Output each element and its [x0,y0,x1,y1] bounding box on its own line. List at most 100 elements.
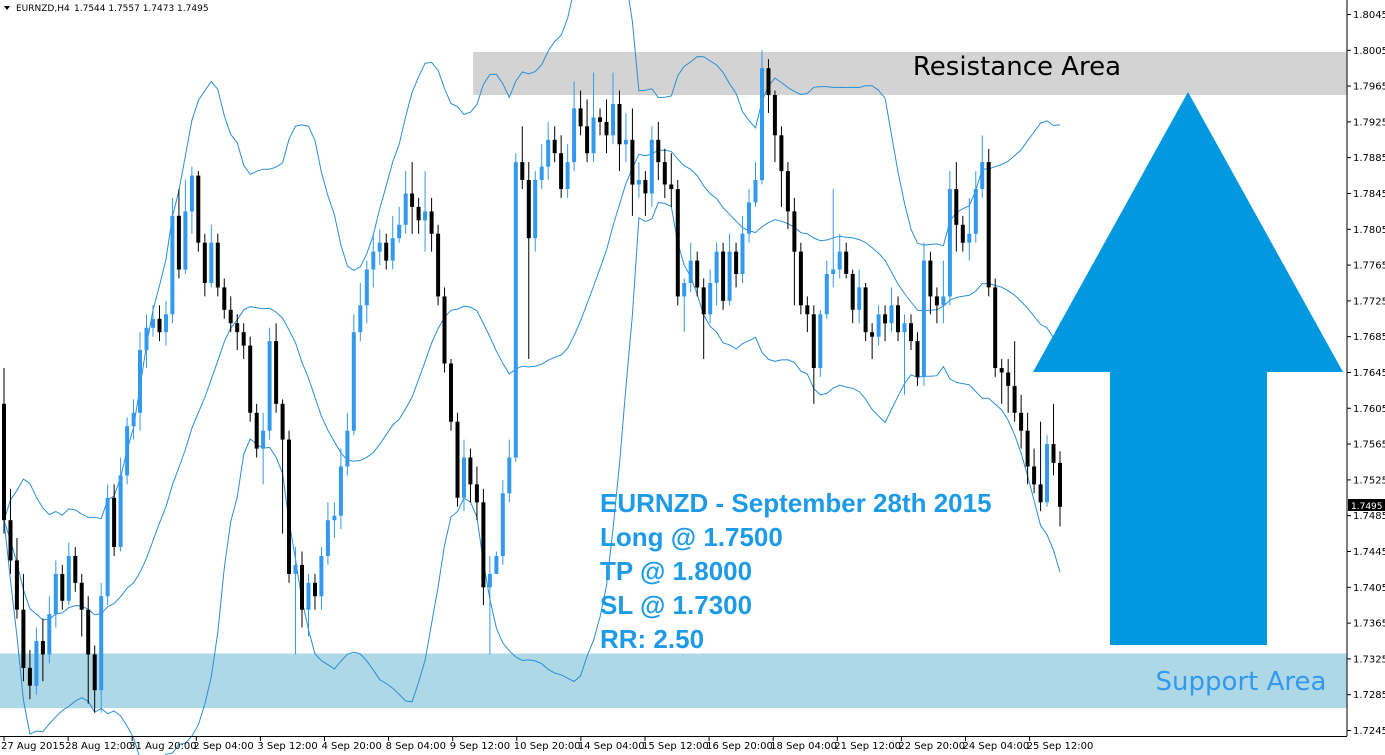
candle [572,81,577,172]
candle-body [202,242,207,283]
candle [487,555,492,655]
candle [980,135,985,198]
candle [254,403,259,458]
time-tick-label: 31 Aug 20:00 [129,741,196,752]
candle [546,121,551,181]
candle-body [47,614,52,655]
candle-body [358,305,363,333]
candle-body [306,582,311,610]
candle [857,269,862,324]
candle [79,573,84,637]
candle-body [209,242,214,283]
time-tick-label: 28 Aug 12:00 [65,741,132,752]
candle-body [611,104,615,136]
candle-body [1019,412,1024,431]
candle [125,417,130,485]
candle [708,269,713,324]
candle [1032,448,1037,494]
candle-body [300,564,304,610]
candle-body [332,515,337,521]
candle [267,327,272,440]
candle [870,323,875,360]
candle-body [552,139,557,154]
candle-body [487,573,492,588]
candle [1025,412,1030,485]
trade-annotation: EURNZD - September 28th 2015 Long @ 1.75… [600,488,992,654]
candle [423,171,428,252]
candle [429,197,434,252]
candle [442,287,447,373]
candle [772,90,777,163]
candle [785,162,790,230]
candle-body [455,421,460,498]
candle [863,282,868,342]
candle-body [338,466,343,516]
candle-body [222,287,227,310]
price-tick-label: 1.7405 [1353,583,1385,594]
candle-body [811,314,816,368]
candle [325,502,330,565]
candle [811,305,816,404]
candle-body [980,162,985,189]
candle [760,50,764,185]
candle-body [442,296,447,364]
candle-body [896,305,900,333]
candle-body [449,363,453,422]
candle [274,323,279,413]
candle [118,457,123,552]
candle-body [747,202,751,234]
dropdown-triangle-icon[interactable] [4,6,10,10]
candle [649,126,654,207]
candle-body [1025,430,1030,467]
candle-body [598,117,602,122]
candle [598,108,602,136]
candle-body [364,269,369,306]
trade-title: EURNZD - September 28th 2015 [600,488,992,518]
candle-body [604,121,609,136]
candle [734,242,739,288]
candle [500,479,505,565]
time-tick-label: 27 Aug 2015 [1,741,65,752]
candle-body [215,242,220,288]
candle-body [785,171,790,212]
candle [397,206,402,243]
candle [727,233,732,306]
candle-body [462,457,466,498]
candle [818,309,823,377]
candle [40,618,45,682]
candle-body [79,582,84,610]
candle-body [86,609,91,655]
candle-body [818,314,823,368]
time-tick-label: 15 Sep 12:00 [642,741,709,752]
time-tick-label: 25 Sep 12:00 [1027,741,1094,752]
candle [578,90,583,136]
candle-body [876,314,881,337]
candle-body [669,184,674,189]
candle-body [228,309,233,324]
candle-body [779,135,784,172]
candle [682,278,687,333]
candle [449,359,453,431]
candle [112,484,117,556]
candle-body [701,287,706,315]
candle [8,488,13,574]
candle-body [416,206,421,221]
support-zone [0,653,1347,709]
time-tick-label: 8 Sep 04:00 [386,741,446,752]
candle [909,314,913,351]
candle [1019,394,1024,449]
price-tick-label: 1.7605 [1353,404,1385,415]
candle-body [649,139,654,194]
candle-body [99,596,104,691]
candle-body [27,667,32,686]
candle [526,162,531,360]
price-tick-label: 1.7485 [1353,511,1385,522]
price-tick-label: 1.8005 [1353,46,1385,57]
candle [1058,451,1062,527]
candle-body [274,341,279,404]
bollinger-bands [3,0,1061,755]
candle-body [513,162,518,458]
candle-body [423,211,428,221]
support-label: Support Area [1156,667,1327,697]
